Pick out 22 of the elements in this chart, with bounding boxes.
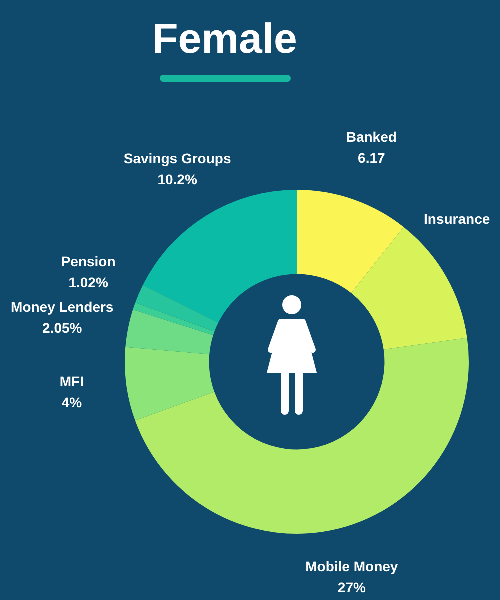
donut-slice <box>136 285 219 332</box>
slice-label: Banked <box>346 129 397 146</box>
donut-slice <box>135 338 469 534</box>
slice-label: MFI <box>60 373 84 390</box>
data-label: 27% <box>338 580 366 596</box>
data-label: 4% <box>62 394 83 410</box>
data-label: 2.05% <box>42 320 83 336</box>
slice-label: Money Lenders <box>11 299 114 316</box>
data-label: 10.2% <box>158 171 198 188</box>
data-label: 1.02% <box>68 274 109 291</box>
donut-slice <box>133 302 215 336</box>
slice-label: Mobile Money <box>306 558 398 574</box>
donut-slice <box>351 227 468 350</box>
chart-title: Female <box>152 14 298 64</box>
slice-label: Savings Groups <box>124 150 232 166</box>
slice-label: Pension <box>61 254 116 270</box>
data-label: 6.17 <box>358 150 386 166</box>
slice-label: Insurance <box>424 211 490 228</box>
donut-slice <box>126 310 214 354</box>
donut-slice <box>297 190 404 294</box>
donut-slice <box>143 190 297 323</box>
donut-slice <box>125 347 215 421</box>
